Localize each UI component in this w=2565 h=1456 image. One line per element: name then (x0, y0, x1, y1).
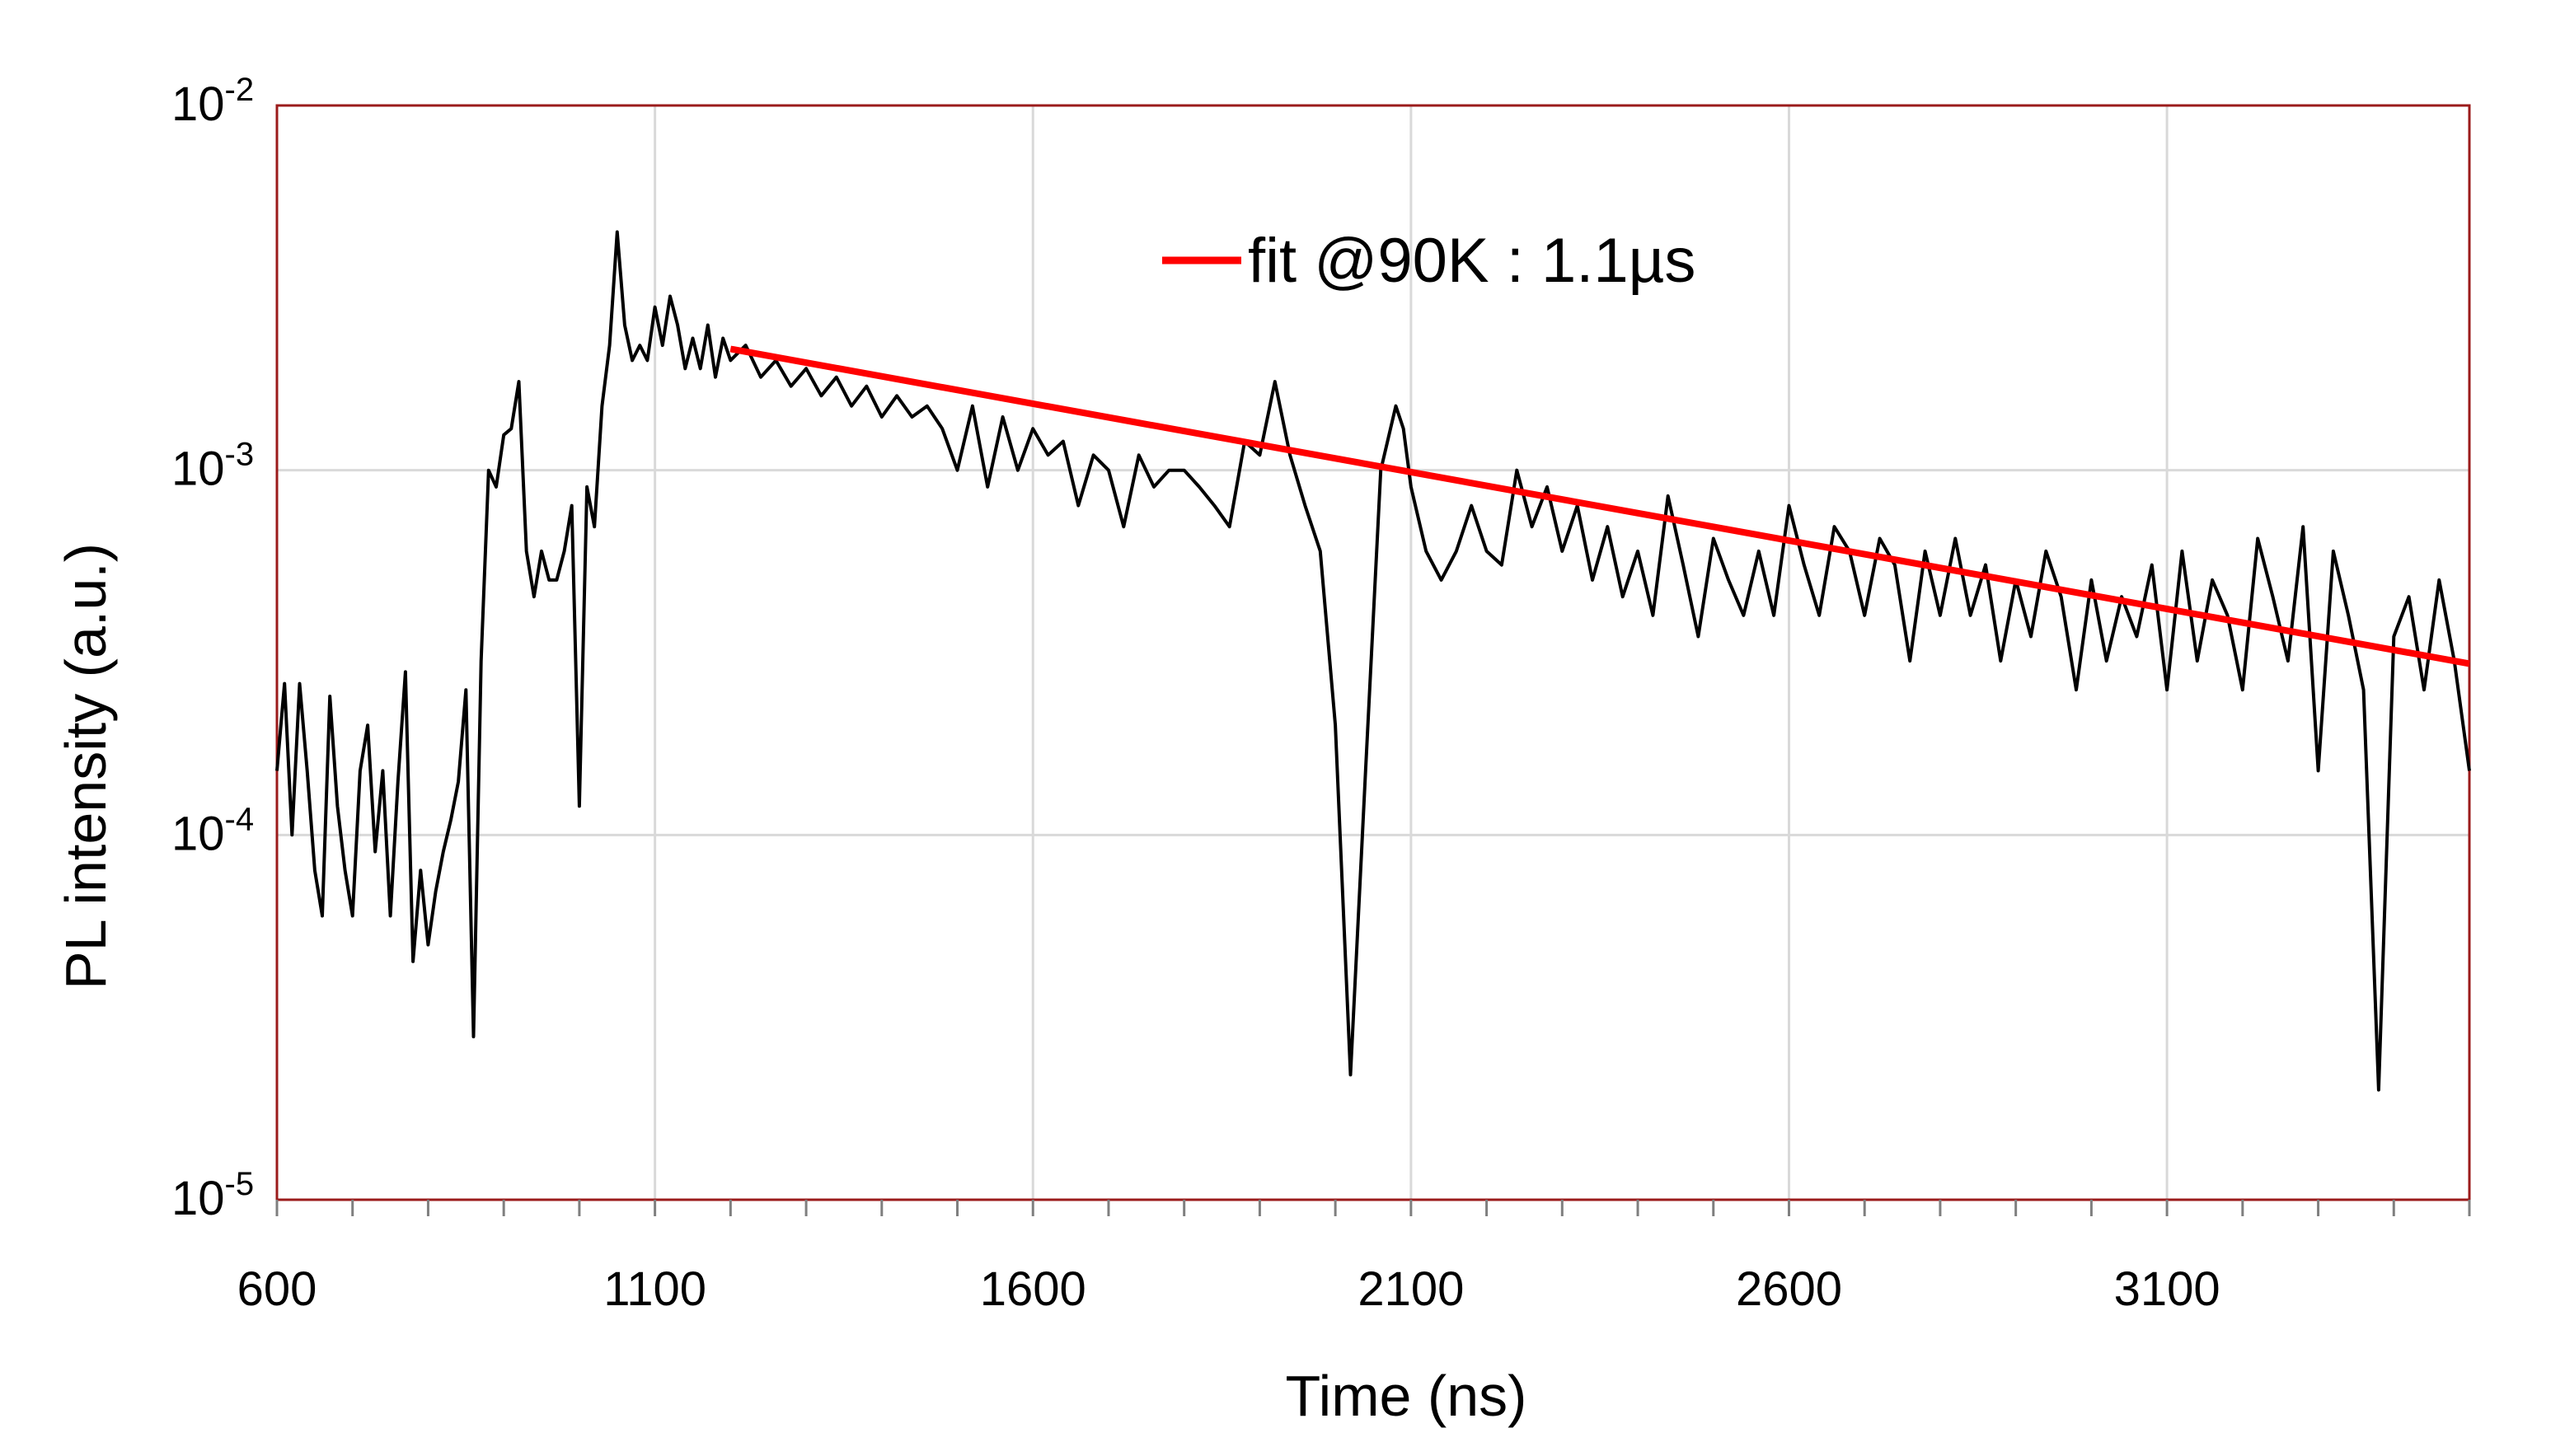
fit-line (729, 345, 2470, 667)
y-tick-label: 10-5 (171, 1166, 254, 1225)
x-tick-label: 2600 (1736, 1262, 1842, 1316)
y-axis-tick-labels: 10-2 10-3 10-4 10-5 (171, 72, 254, 1225)
grid-lines (277, 105, 2469, 1200)
minor-tick-marks (275, 1200, 2471, 1216)
x-axis-tick-labels: 600 1100 1600 2100 2600 3100 (237, 1262, 2220, 1316)
y-axis-title: PL intensity (a.u.) (54, 543, 118, 990)
y-tick-label: 10-3 (171, 437, 254, 496)
pl-data-line (275, 230, 2471, 1092)
series-layer (275, 230, 2471, 1092)
x-axis-title: Time (ns) (1286, 1364, 1527, 1428)
legend-label-fit: fit @90K : 1.1µs (1248, 226, 1695, 296)
x-tick-label: 1100 (603, 1262, 706, 1316)
x-tick-label: 2100 (1358, 1262, 1464, 1316)
y-tick-label: 10-2 (171, 72, 254, 131)
x-tick-label: 600 (237, 1262, 317, 1316)
y-tick-label: 10-4 (171, 801, 254, 860)
x-tick-label: 1600 (980, 1262, 1086, 1316)
legend: fit @90K : 1.1µs (1162, 226, 1695, 296)
x-tick-label: 3100 (2114, 1262, 2220, 1316)
plot-area-frame (275, 104, 2471, 1201)
